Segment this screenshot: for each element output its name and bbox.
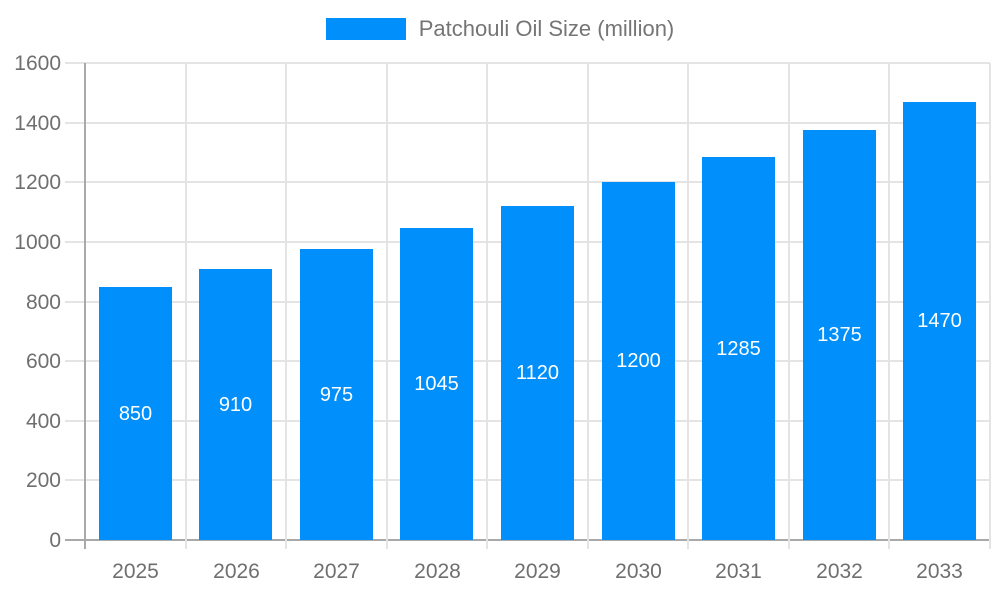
gridline-vertical [386,63,388,549]
y-axis-tick-label: 0 [49,529,61,552]
y-axis-line [84,63,86,549]
y-axis-tick-label: 1200 [14,171,61,194]
bar[interactable]: 1285 [702,157,775,540]
x-axis-label: 2025 [112,560,159,583]
x-axis-label: 2028 [414,560,461,583]
gridline-horizontal [65,62,990,64]
gridline-vertical [687,63,689,549]
bar-value-label: 1120 [515,362,559,384]
gridline-vertical [185,63,187,549]
bar[interactable]: 1375 [803,130,876,540]
x-axis-label: 2029 [514,560,561,583]
gridline-vertical [285,63,287,549]
bar[interactable]: 910 [199,269,272,540]
y-axis-tick-label: 200 [25,469,61,492]
gridline-horizontal [65,181,990,183]
x-axis-line [65,539,990,541]
x-axis-label: 2033 [916,560,963,583]
y-axis-tick-label: 800 [25,291,61,314]
y-axis-tick-label: 1600 [14,52,61,75]
bar-value-label: 975 [319,383,354,406]
bar-value-label: 1200 [616,350,661,372]
x-axis-label: 2032 [816,560,863,583]
x-axis-label: 2026 [213,560,260,583]
x-axis-label: 2030 [615,560,662,583]
bar[interactable]: 975 [300,249,373,540]
bar-value-label: 1045 [414,373,459,395]
bar[interactable]: 1200 [602,182,675,540]
bar-value-label: 1285 [716,337,761,360]
gridline-vertical [989,63,991,549]
bar[interactable]: 850 [99,287,172,540]
gridline-vertical [888,63,890,549]
bar-value-label: 1375 [817,324,862,346]
gridline-vertical [486,63,488,549]
bar[interactable]: 1470 [903,102,976,540]
x-axis-label: 2031 [715,560,762,583]
y-axis-tick-label: 600 [25,350,61,373]
y-axis-tick-label: 1400 [14,112,61,135]
legend-item[interactable]: Patchouli Oil Size (million) [0,18,1000,40]
bar[interactable]: 1045 [400,228,473,540]
bar-value-label: 910 [218,393,253,416]
bar-value-label: 850 [118,402,153,425]
y-axis-tick-label: 1000 [14,231,61,254]
legend-label: Patchouli Oil Size (million) [418,16,675,41]
bar[interactable]: 1120 [501,206,574,540]
x-axis-label: 2027 [313,560,360,583]
gridline-vertical [788,63,790,549]
y-axis-tick-label: 400 [25,410,61,433]
legend-swatch [325,18,406,40]
gridline-horizontal [65,122,990,124]
bar-value-label: 1470 [917,310,962,332]
gridline-vertical [587,63,589,549]
